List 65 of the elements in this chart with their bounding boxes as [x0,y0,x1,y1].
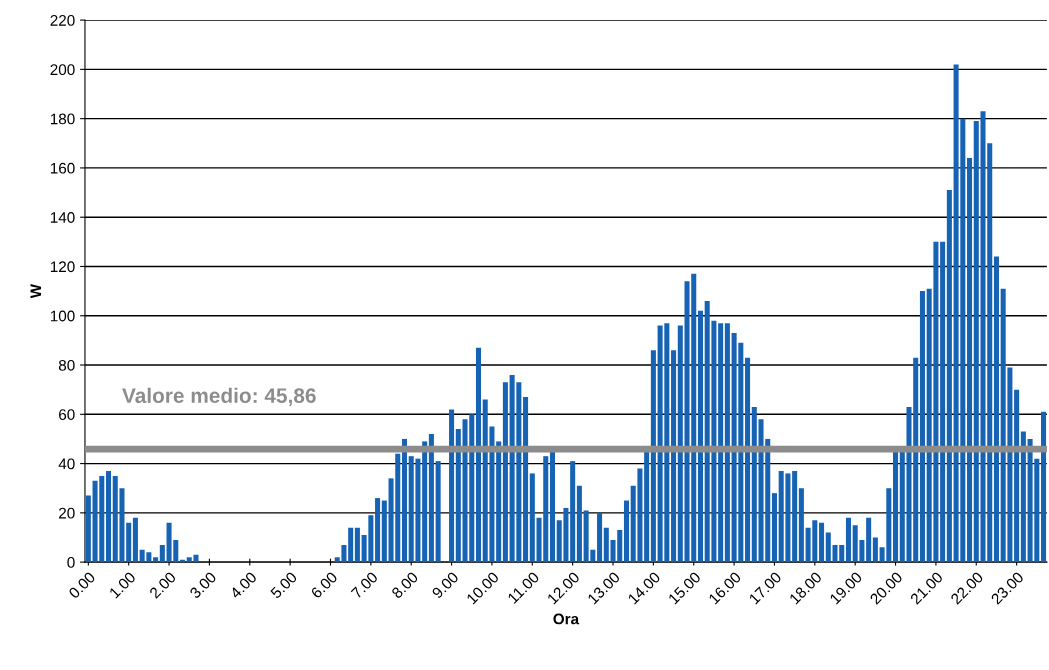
y-tick-label: 200 [50,64,75,76]
y-tick-label: 100 [50,310,75,322]
bar [872,537,878,563]
bar [348,527,354,563]
bar [475,347,482,563]
bar [718,323,724,563]
bar [428,434,434,563]
bar [866,517,872,563]
bar [153,557,159,563]
bar [792,470,798,563]
y-tick-label: 140 [50,212,75,223]
bar [449,409,455,563]
bar [570,461,576,563]
bar [529,473,535,563]
bar [496,441,502,563]
bar [1020,431,1026,563]
bar [671,350,677,563]
y-tick-label: 20 [59,507,75,519]
bar [940,241,946,563]
bar [919,291,925,563]
bar [697,310,703,563]
bar [644,451,650,563]
bar [381,500,387,563]
y-tick-label: 120 [50,261,75,273]
bar [597,512,603,563]
y-tick-label: 80 [58,359,75,371]
y-tick-label: 40 [58,458,75,470]
bar [967,158,973,563]
bar [576,485,582,563]
bar [85,495,91,563]
bar [549,451,555,563]
y-tick-label: 0 [67,557,75,568]
bar [1014,389,1020,563]
bar [623,500,629,563]
y-tick-label: 180 [50,113,75,125]
bar [159,544,165,563]
y-tick-label: 220 [50,14,75,26]
bar [126,522,132,563]
bar [523,397,529,563]
ref-line-label: Valore medio: 45,86 [122,387,316,407]
y-axis-title: W [30,283,42,299]
bar [819,522,825,563]
bar [105,470,112,563]
bar [354,527,360,563]
bar [1041,411,1047,563]
bar [603,527,609,563]
bar [845,517,851,563]
bar [993,256,999,563]
bar [771,493,777,563]
bar [375,498,381,563]
bar [422,441,428,563]
bar [745,357,751,563]
bar [502,382,508,563]
bar [455,429,461,563]
y-tick-label: 160 [50,162,75,174]
bar [132,517,138,563]
x-axis-title: Ora [553,613,580,625]
bar [946,190,952,563]
bar [435,461,441,563]
bar [401,438,408,563]
bar [724,323,730,563]
y-tick-label: 60 [59,409,75,420]
bar [798,488,804,563]
bar [650,350,656,563]
bar [893,451,899,563]
